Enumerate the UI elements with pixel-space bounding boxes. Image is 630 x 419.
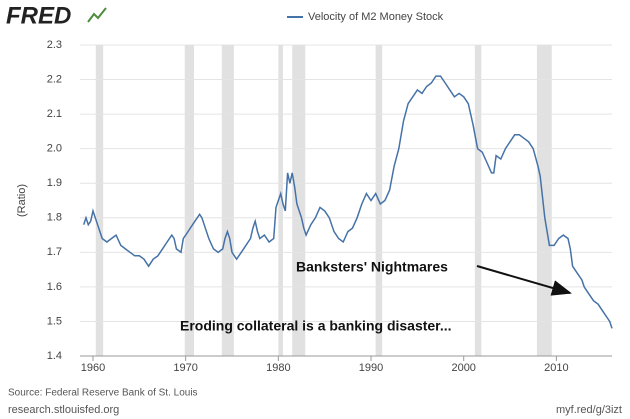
recession-band — [474, 45, 482, 356]
y-tick-label: 1.9 — [47, 177, 62, 189]
y-tick-label: 2.2 — [47, 73, 62, 85]
plot-area: 1.4 1.5 1.6 1.7 1.8 1.9 2.0 2.1 2.2 2.3 1960 1970 19… — [16, 39, 613, 374]
x-tick-label: 2010 — [544, 362, 568, 374]
y-axis-label: (Ratio) — [16, 184, 28, 217]
recession-band — [292, 45, 306, 356]
recession-band — [536, 45, 552, 356]
link[interactable]: myf.red/g/3izt — [556, 404, 622, 416]
annotation-arrow — [476, 265, 572, 296]
logo: FRED — [6, 2, 71, 29]
recession-band — [184, 45, 194, 356]
site: research.stlouisfed.org — [8, 404, 119, 416]
x-tick-label: 1990 — [359, 362, 383, 374]
logo-icon — [87, 7, 107, 23]
y-tick-label: 1.8 — [47, 212, 62, 224]
recession-band — [221, 45, 234, 356]
recession-band — [95, 45, 104, 356]
source: Source: Federal Reserve Bank of St. Loui… — [8, 388, 198, 399]
y-tick-label: 2.3 — [47, 39, 62, 51]
annotation: Eroding collateral is a banking disaster… — [180, 318, 452, 334]
y-tick-label: 1.6 — [47, 281, 62, 293]
y-tick-label: 1.4 — [47, 350, 62, 362]
x-tick-label: 1970 — [173, 362, 197, 374]
annotation: Banksters' Nightmares — [296, 259, 448, 275]
y-tick-label: 1.7 — [47, 246, 62, 258]
y-tick-label: 2.1 — [47, 108, 62, 120]
x-tick-label: 2000 — [451, 362, 475, 374]
series-line — [82, 75, 613, 329]
y-tick-label: 1.5 — [47, 315, 62, 327]
x-tick-label: 1980 — [266, 362, 290, 374]
x-tick-label: 1960 — [81, 362, 105, 374]
y-tick-label: 2.0 — [47, 143, 62, 155]
recession-band — [278, 45, 283, 356]
legend-label: Velocity of M2 Money Stock — [308, 11, 444, 23]
